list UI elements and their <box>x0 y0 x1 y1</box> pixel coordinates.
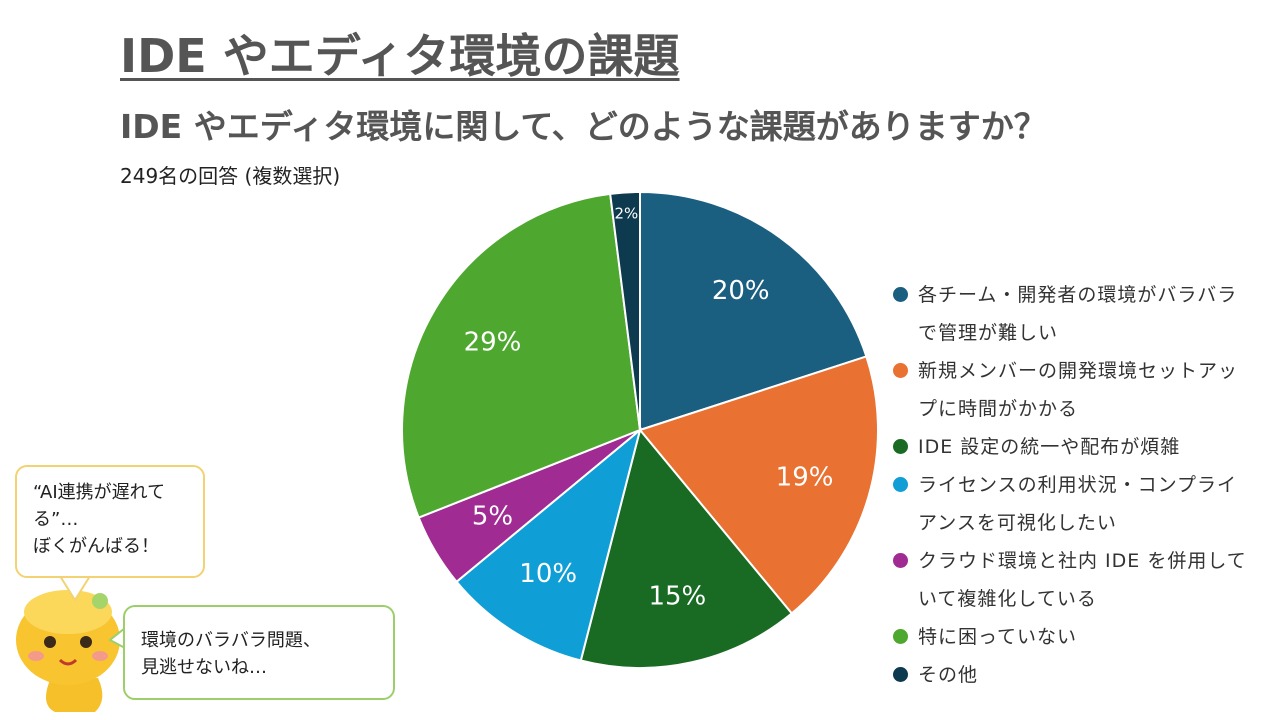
pie-slice <box>639 190 868 432</box>
legend-swatch <box>893 477 908 492</box>
data-label: 2% <box>615 204 639 222</box>
data-label: 20% <box>712 276 770 306</box>
legend-label: 特に困っていない <box>918 626 1078 648</box>
legend-swatch <box>893 287 908 302</box>
legend-item: IDE 設定の統一や配布が煩雑 <box>893 428 1253 466</box>
legend-swatch <box>893 667 908 682</box>
legend-swatch <box>893 439 908 454</box>
legend-label: 各チーム・開発者の環境がバラバラで管理が難しい <box>918 284 1238 344</box>
respondent-note: 249名の回答 (複数選択) <box>120 164 341 188</box>
legend-label: ライセンスの利用状況・コンプライアンスを可視化したい <box>918 474 1238 534</box>
bubble-text: 見逃せないね… <box>141 657 267 678</box>
bubble-tail <box>59 575 91 602</box>
data-label: 15% <box>648 582 706 612</box>
legend-item: クラウド環境と社内 IDE を併用していて複雑化している <box>893 542 1253 618</box>
data-label: 5% <box>472 502 513 532</box>
legend-swatch <box>893 553 908 568</box>
pie-slice <box>579 427 794 669</box>
data-label: 19% <box>776 462 834 492</box>
pie-slice <box>401 192 642 519</box>
pie-slice <box>455 427 642 662</box>
legend-item: ライセンスの利用状況・コンプライアンスを可視化したい <box>893 466 1253 542</box>
bubble-text: ぼくがんばる！ <box>33 536 159 557</box>
pie-slice <box>638 355 879 615</box>
legend-item: 特に困っていない <box>893 618 1253 656</box>
legend-item: その他 <box>893 656 1253 694</box>
legend-label: その他 <box>918 664 979 686</box>
legend-swatch <box>893 363 908 378</box>
data-label: 29% <box>464 327 522 357</box>
legend-label: クラウド環境と社内 IDE を併用していて複雑化している <box>918 550 1247 610</box>
bubble-text: “AI連携が遅れてる”… <box>33 482 166 530</box>
legend-label: 新規メンバーの開発環境セットアップに時間がかかる <box>918 360 1239 420</box>
legend-item: 各チーム・開発者の環境がバラバラで管理が難しい <box>893 276 1253 352</box>
pie-slice <box>609 190 641 431</box>
speech-bubble: “AI連携が遅れてる”… ぼくがんばる！ <box>15 465 205 578</box>
legend-swatch <box>893 629 908 644</box>
legend: 各チーム・開発者の環境がバラバラで管理が難しい 新規メンバーの開発環境セットアップ… <box>893 276 1253 694</box>
bubble-tail <box>108 627 126 649</box>
chart-subtitle: IDE やエディタ環境に関して、どのような課題がありますか？ <box>120 107 1047 146</box>
legend-label: IDE 設定の統一や配布が煩雑 <box>918 436 1181 458</box>
chart-title: IDE やエディタ環境の課題 <box>120 29 680 83</box>
speech-bubble: 環境のバラバラ問題、 見逃せないね… <box>123 605 395 700</box>
data-label: 10% <box>519 559 577 589</box>
legend-item: 新規メンバーの開発環境セットアップに時間がかかる <box>893 352 1253 428</box>
mascot <box>16 590 120 712</box>
bubble-text: 環境のバラバラ問題、 <box>141 630 321 651</box>
